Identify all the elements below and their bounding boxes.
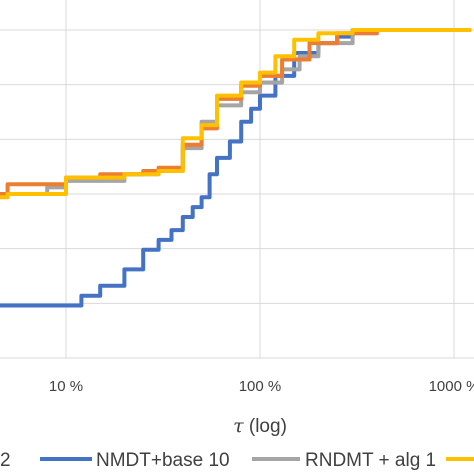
x-axis-title-symbol: τ	[233, 415, 244, 437]
x-axis-title-rest: (log)	[244, 416, 287, 437]
x-tick-label: 1000 %	[429, 378, 474, 395]
legend: 2 NMDT+base 10 RNDMT + alg 1	[0, 450, 474, 471]
series-line-1	[0, 28, 472, 308]
grid-lines	[0, 0, 474, 359]
legend-entry-label: RNDMT + alg 1	[305, 450, 436, 471]
series-line-4	[0, 28, 472, 200]
x-tick-label: 10 %	[49, 378, 83, 395]
legend-entry-label-cut: 2	[0, 450, 11, 471]
legend-entry-label: NMDT+base 10	[96, 450, 230, 471]
series-line-2	[0, 28, 472, 196]
x-axis-title: τ (log)	[233, 415, 287, 437]
x-tick-label: 100 %	[239, 378, 282, 395]
series-lines	[0, 28, 472, 308]
x-tick-labels: 10 % 100 % 1000 %	[49, 378, 474, 395]
series-line-3	[0, 28, 472, 196]
